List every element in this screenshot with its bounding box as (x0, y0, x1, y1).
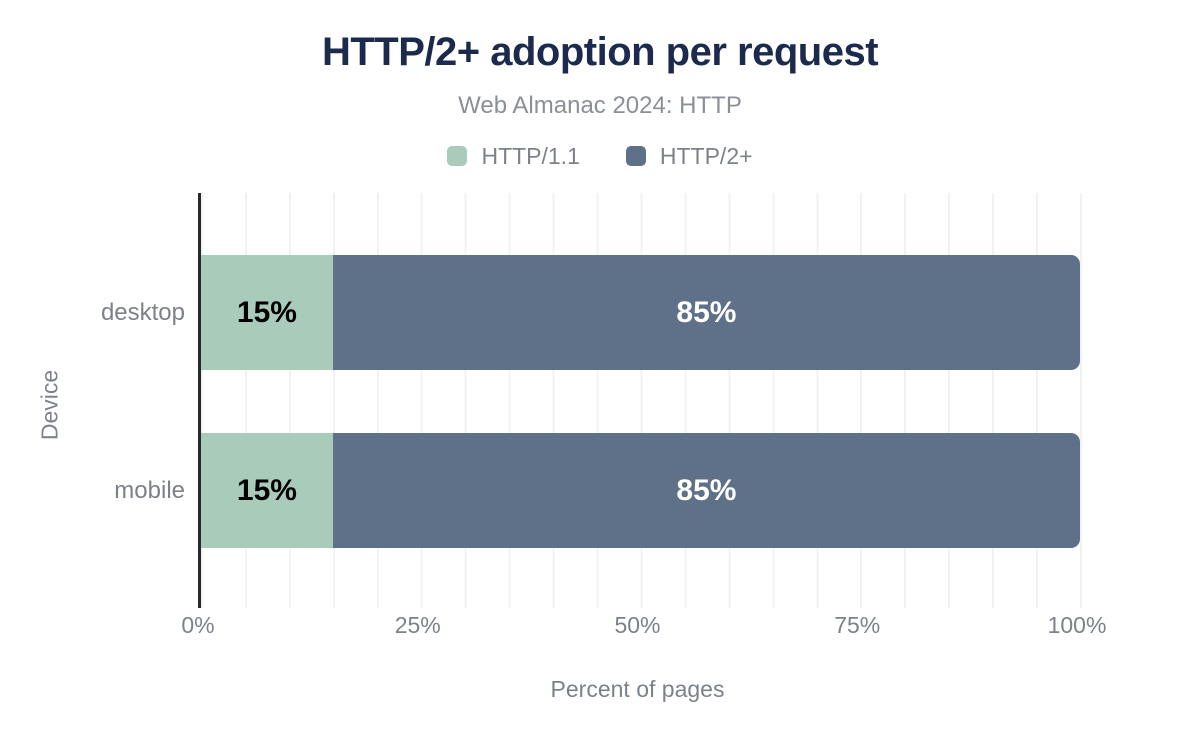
legend-item: HTTP/2+ (625, 142, 753, 170)
legend: HTTP/1.1 HTTP/2+ (0, 140, 1200, 172)
bar-segment-value: 85% (676, 473, 737, 507)
legend-label: HTTP/1.1 (481, 142, 580, 169)
bar-segment: 15% (201, 433, 333, 548)
legend-item: HTTP/1.1 (447, 142, 580, 170)
chart-subtitle: Web Almanac 2024: HTTP (458, 92, 742, 119)
bar-segment: 15% (201, 255, 333, 370)
x-tick-label: 0% (181, 612, 215, 638)
x-axis-label: Percent of pages (550, 676, 725, 702)
bar-segment: 85% (332, 433, 1080, 548)
y-axis-label: Device (36, 369, 63, 441)
bar-segment-value: 85% (676, 295, 737, 329)
category-label: desktop (100, 298, 185, 326)
bar-segment-value: 15% (236, 473, 297, 507)
category-label: mobile (114, 476, 185, 504)
legend-swatch-icon (447, 146, 468, 166)
x-axis-ticks: 0% 25% 50% 75% 100% (181, 612, 1106, 642)
x-tick-label: 100% (1047, 612, 1107, 638)
legend-swatch-icon (625, 146, 646, 166)
chart-title: HTTP/2+ adoption per request (321, 30, 879, 74)
x-tick-label: 50% (614, 612, 661, 638)
legend-label: HTTP/2+ (659, 142, 753, 169)
x-tick-label: 25% (394, 612, 441, 638)
plot-area: 15% 85% 15% 85% (198, 193, 1082, 608)
bar-segment: 85% (332, 255, 1080, 370)
bar-segment-value: 15% (236, 295, 297, 329)
x-tick-label: 75% (834, 612, 881, 638)
bar-row-desktop: 15% 85% (201, 255, 1080, 370)
bar-row-mobile: 15% 85% (201, 433, 1080, 548)
